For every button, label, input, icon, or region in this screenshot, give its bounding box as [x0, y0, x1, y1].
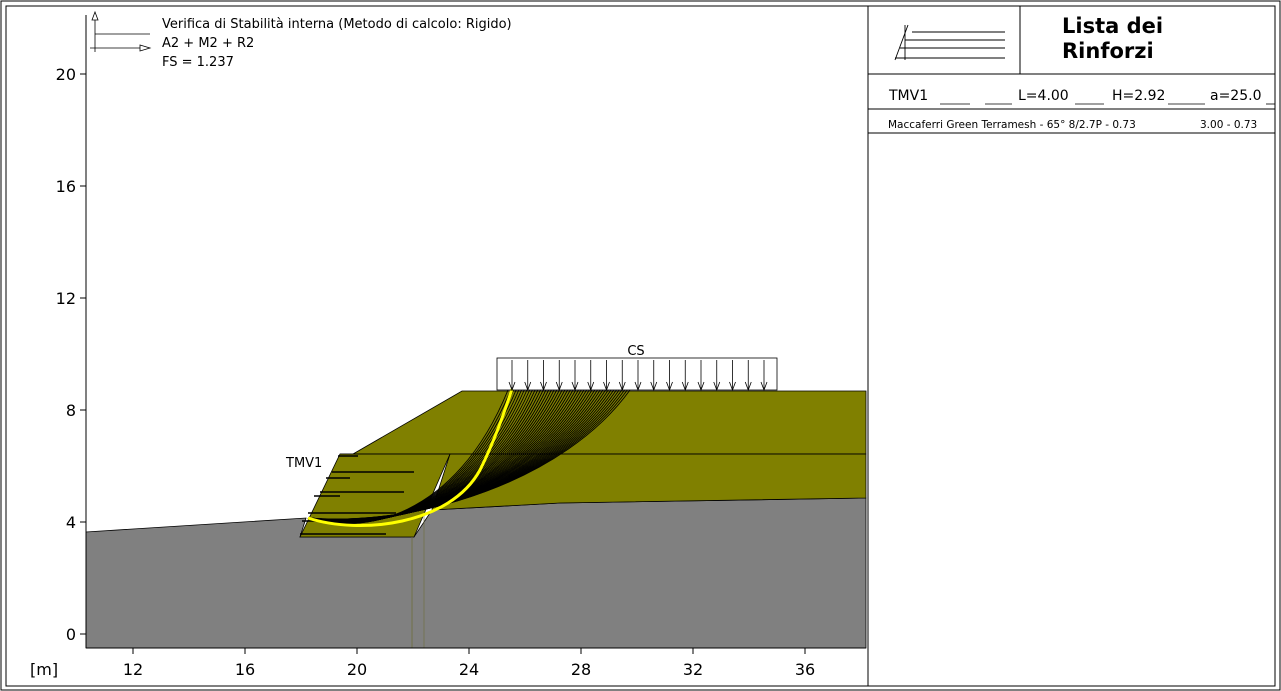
x-tick-label: 28: [571, 660, 591, 679]
header-safety-factor: FS = 1.237: [162, 55, 234, 70]
x-tick-label: 12: [123, 660, 143, 679]
legend-product-values: 3.00 - 0.73: [1200, 119, 1257, 131]
reinforcement-label: TMV1: [285, 456, 322, 471]
y-tick-label: 16: [56, 177, 76, 196]
surcharge-arrowhead: [524, 381, 532, 392]
surcharge-arrowhead: [713, 381, 721, 392]
x-tick-label: 36: [795, 660, 815, 679]
surcharge-arrowhead: [508, 381, 516, 392]
surcharge-arrowhead: [634, 381, 642, 392]
inner-frame: [5, 5, 1276, 687]
reinforcement-list-panel: Lista dei Rinforzi TMV1 L=4.00 H=2.92 a=…: [868, 6, 1275, 134]
legend-row-length: L=4.00: [1018, 88, 1069, 104]
x-tick-label: 32: [683, 660, 703, 679]
legend-row-angle: a=25.0: [1210, 88, 1261, 104]
critical-slip-surface: [307, 388, 514, 527]
foundation-soil: [85, 497, 867, 649]
legend-title-line2: Rinforzi: [1062, 39, 1154, 63]
x-tick-label: 16: [235, 660, 255, 679]
surcharge-arrowhead: [540, 381, 547, 392]
unit-label: [m]: [30, 660, 58, 679]
x-tick-label: 20: [347, 660, 367, 679]
header-title: Verifica di Stabilità interna (Metodo di…: [162, 17, 512, 32]
surcharge-arrows: [508, 360, 768, 392]
surcharge-arrowhead: [650, 381, 658, 392]
surcharge-arrowhead: [555, 381, 563, 392]
header-combination: A2 + M2 + R2: [162, 36, 254, 51]
trial-slip-curve: [307, 389, 631, 520]
surcharge-arrowhead: [744, 381, 752, 392]
y-tick-label: 0: [66, 625, 76, 644]
y-tick-label: 20: [56, 65, 76, 84]
legend-title-line1: Lista dei: [1062, 14, 1163, 38]
surcharge-arrowhead: [697, 381, 705, 392]
x-tick-label: 24: [459, 660, 479, 679]
analysis-header: Verifica di Stabilità interna (Metodo di…: [90, 10, 512, 70]
surcharge-label: CS: [627, 344, 644, 359]
surcharge-arrowhead: [587, 381, 595, 392]
legend-row-name: TMV1: [888, 88, 928, 104]
y-tick-label: 4: [66, 513, 76, 532]
surcharge-arrowhead: [681, 381, 689, 392]
reinforcement-list-icon: [894, 24, 1005, 61]
surcharge-arrowhead: [666, 381, 673, 392]
legend-product-name: Maccaferri Green Terramesh - 65° 8/2.7P …: [888, 119, 1136, 131]
surcharge-arrowhead: [618, 381, 626, 392]
surcharge-arrowhead: [571, 381, 579, 392]
y-tick-label: 8: [66, 401, 76, 420]
surcharge-arrowhead: [760, 381, 768, 392]
legend-row-height: H=2.92: [1112, 88, 1165, 104]
x-ticks: 12 16 20 24 28 32 36: [123, 648, 815, 679]
geometry-layer: [85, 390, 867, 649]
surcharge-box: [496, 357, 778, 391]
axis-orientation-icon: [90, 10, 152, 52]
surcharge-load: CS: [496, 344, 778, 392]
axes: 20 16 12 8 4 0 12 16 20 24 28 32 36 [m]: [30, 15, 866, 679]
y-ticks: 20 16 12 8 4 0: [56, 65, 86, 644]
y-tick-label: 12: [56, 289, 76, 308]
surcharge-arrowhead: [603, 381, 610, 392]
surcharge-arrowhead: [729, 381, 736, 392]
